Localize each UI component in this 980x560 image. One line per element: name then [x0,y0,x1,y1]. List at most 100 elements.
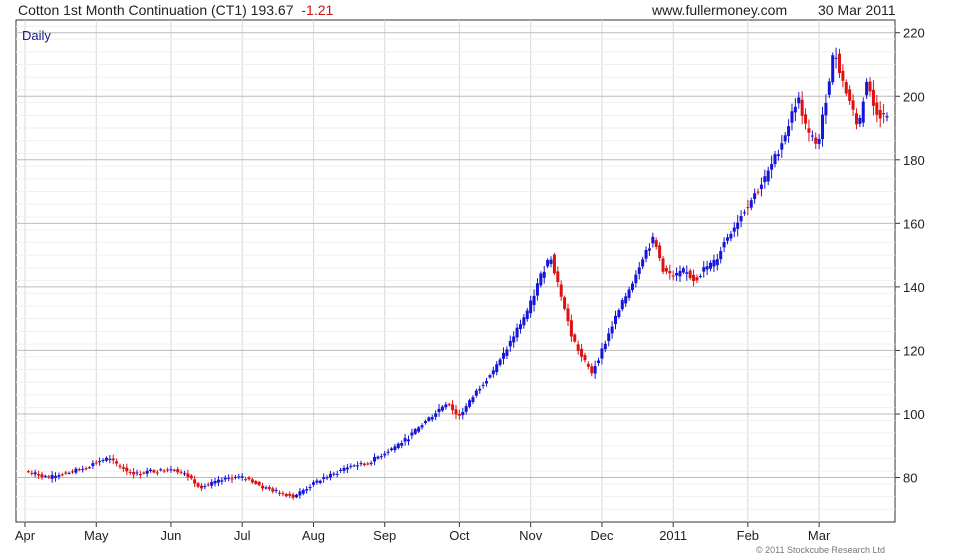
x-tick-label: May [84,528,109,543]
candle-up [169,469,173,471]
candle-up [413,429,417,434]
candle-up [349,465,353,467]
candle-up [471,397,475,403]
x-tick-label: Jun [160,528,181,543]
candle-up [763,176,767,183]
candle-up [135,472,139,474]
candle-down [71,471,75,473]
candle-up [647,248,651,251]
candle-down [172,469,176,471]
candle-up [641,259,645,267]
y-tick-label: 180 [903,153,925,168]
candle-up [87,467,91,469]
candle-down [695,277,699,281]
candle-down [121,467,125,469]
candle-up [390,448,394,450]
candle-up [685,272,689,274]
candle-up [651,236,655,244]
candle-up [749,200,753,208]
candle-down [247,477,251,480]
site-url[interactable]: www.fullermoney.com [652,2,788,18]
candle-up [352,465,356,467]
candle-down [111,458,115,461]
candle-up [159,469,163,471]
candle-up [50,475,54,479]
candle-down [569,320,573,337]
candle-up [736,222,740,229]
candle-up [783,135,787,142]
candle-down [366,463,370,465]
candle-up [624,296,628,304]
candle-down [250,479,254,483]
candle-up [542,271,546,278]
candle-up [481,384,485,386]
candle-up [423,421,427,424]
candle-up [681,268,685,273]
candle-up [678,271,682,277]
x-tick-label: 2011 [659,528,687,543]
candle-down [454,409,458,415]
candle-down [254,481,258,484]
candle-up [294,494,298,498]
candle-up [644,249,648,259]
candle-up [742,212,746,214]
candle-up [356,465,360,467]
candle-up [386,451,390,453]
interval-label: Daily [22,28,51,43]
candle-down [447,404,451,406]
candle-up [437,408,441,413]
y-tick-label: 220 [903,26,925,41]
candle-down [837,53,841,74]
candle-up [549,259,553,264]
candle-up [607,333,611,342]
candle-down [47,476,51,478]
candle-up [149,469,153,472]
candle-down [26,471,30,473]
candle-up [43,475,47,477]
candle-down [814,137,818,144]
candle-up [502,352,506,359]
candle-up [478,388,482,391]
candle-up [630,283,634,291]
candle-down [206,484,210,486]
candle-down [267,487,271,489]
y-tick-label: 80 [903,471,917,486]
candle-down [807,128,811,133]
candle-up [396,443,400,449]
candle-up [614,315,618,325]
price-change: -1.21 [301,2,334,18]
candle-up [339,469,343,471]
candle-up [525,310,529,320]
candle-up [203,486,207,488]
x-tick-label: Apr [15,528,36,543]
candle-up [223,477,227,480]
candle-down [661,258,665,272]
candle-up [753,193,757,200]
candle-up [512,336,516,343]
candle-up [529,300,533,314]
candle-down [871,89,875,106]
candle-up [797,97,801,104]
candle-up [345,467,349,470]
candle-up [183,473,187,475]
candle-up [505,349,509,356]
candle-down [844,82,848,94]
candle-up [227,477,231,479]
candle-up [403,438,407,442]
candle-up [810,135,814,137]
candle-up [793,106,797,113]
candle-up [220,480,224,482]
candle-up [328,473,332,478]
candle-up [104,457,108,461]
candle-up [301,490,305,494]
candle-up [515,327,519,338]
candle-down [261,485,265,489]
candle-down [291,494,295,498]
candle-down [244,479,248,481]
candle-up [491,370,495,375]
candle-up [539,273,543,286]
candle-up [318,480,322,484]
y-tick-label: 100 [903,407,925,422]
candle-down [155,472,159,474]
